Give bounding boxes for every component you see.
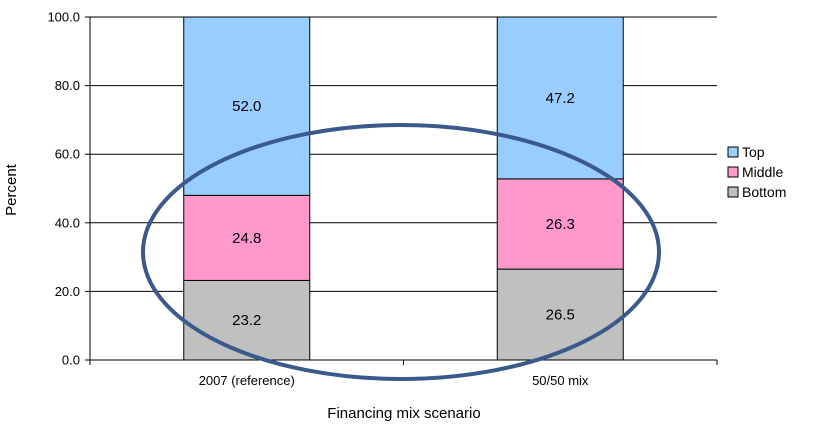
data-labels: 23.2 24.8 52.0 26.5 26.3 47.2: [232, 90, 575, 329]
legend-swatch-middle: [727, 166, 739, 178]
legend-label: Middle: [742, 164, 783, 180]
legend-swatch-bottom: [727, 186, 739, 198]
data-label: 47.2: [546, 90, 575, 107]
legend-label: Top: [742, 144, 765, 160]
annotation: [141, 123, 661, 381]
legend[interactable]: Top Middle Bottom: [727, 144, 786, 200]
y-tick-label: 80.0: [55, 78, 80, 93]
legend-swatch-top: [727, 146, 739, 158]
y-axis-title: Percent: [3, 163, 20, 216]
x-category-label: 50/50 mix: [532, 373, 589, 388]
data-label: 26.5: [546, 307, 575, 324]
bar-segment-middle: [183, 194, 311, 281]
y-tick-label: 0.0: [62, 353, 80, 368]
y-tick-label: 20.0: [55, 284, 80, 299]
bars: [183, 16, 624, 361]
bar-segment-top: [183, 16, 311, 196]
legend-label: Bottom: [742, 184, 786, 200]
data-label: 23.2: [232, 312, 261, 329]
data-label: 26.3: [546, 216, 575, 233]
y-tick-label: 60.0: [55, 147, 80, 162]
axes: 0.0 20.0 40.0 60.0 80.0 100.0 2007 (reference)…: [47, 10, 718, 388]
highlight-ellipse: [141, 123, 661, 381]
data-label: 52.0: [232, 98, 261, 115]
y-tick-label: 40.0: [55, 215, 80, 230]
bar-segment-bottom: [183, 279, 311, 361]
x-category-label: 2007 (reference): [199, 373, 295, 388]
y-tick-label: 100.0: [47, 10, 80, 25]
data-label: 24.8: [232, 230, 261, 247]
x-axis-title: Financing mix scenario: [327, 405, 480, 422]
